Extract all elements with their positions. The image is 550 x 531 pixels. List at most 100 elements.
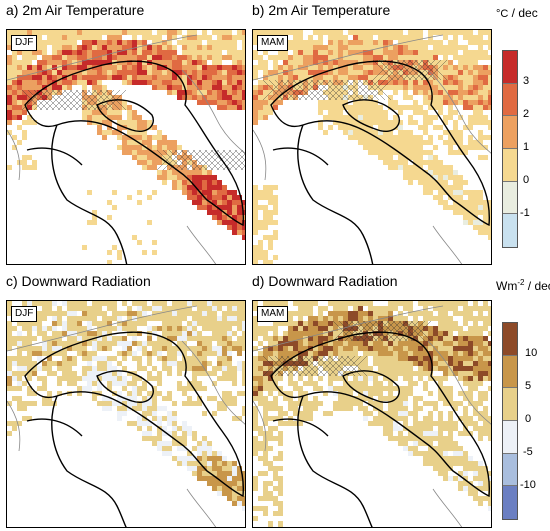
field-cell xyxy=(383,30,388,35)
hatch-line xyxy=(374,320,396,342)
field-cell xyxy=(42,351,47,356)
field-cell xyxy=(458,451,463,456)
field-cell xyxy=(137,421,142,426)
field-cell xyxy=(107,381,112,386)
field-cell xyxy=(87,356,92,361)
field-cell xyxy=(27,155,32,160)
hatch-line xyxy=(332,320,354,342)
field-cell xyxy=(192,316,197,321)
field-cell xyxy=(207,75,212,80)
field-cell xyxy=(167,150,172,155)
field-cell xyxy=(192,446,197,451)
field-cell xyxy=(187,35,192,40)
field-cell xyxy=(463,190,468,195)
field-cell xyxy=(483,40,488,45)
field-cell xyxy=(288,391,293,396)
field-cell xyxy=(273,466,278,471)
field-cell xyxy=(162,331,167,336)
field-cell xyxy=(453,456,458,461)
field-cell xyxy=(172,421,177,426)
field-cell xyxy=(268,110,273,115)
field-cell xyxy=(368,50,373,55)
field-cell xyxy=(87,75,92,80)
field-cell xyxy=(232,100,237,105)
field-cell xyxy=(232,70,237,75)
hatch-line xyxy=(316,355,338,377)
field-cell xyxy=(67,45,72,50)
field-cell xyxy=(453,321,458,326)
field-cell xyxy=(448,105,453,110)
field-cell xyxy=(388,45,393,50)
field-cell xyxy=(488,125,491,130)
field-cell xyxy=(112,35,117,40)
field-cell xyxy=(383,351,388,356)
field-cell xyxy=(403,361,408,366)
field-cell xyxy=(37,356,42,361)
field-cell xyxy=(17,80,22,85)
field-cell xyxy=(333,301,338,306)
field-cell xyxy=(403,135,408,140)
field-cell xyxy=(358,386,363,391)
field-cell xyxy=(87,376,92,381)
field-cell xyxy=(418,376,423,381)
field-cell xyxy=(398,341,403,346)
field-cell xyxy=(152,341,157,346)
hatch-line xyxy=(268,355,290,377)
hatch-line xyxy=(228,153,245,171)
field-cell xyxy=(273,205,278,210)
field-cell xyxy=(313,80,318,85)
field-cell xyxy=(137,416,142,421)
field-cell xyxy=(443,311,448,316)
field-cell xyxy=(72,45,77,50)
field-cell xyxy=(152,70,157,75)
field-cell xyxy=(157,55,162,60)
field-cell xyxy=(428,441,433,446)
field-cell xyxy=(147,50,152,55)
field-cell xyxy=(453,421,458,426)
field-cell xyxy=(453,446,458,451)
field-cell xyxy=(253,446,258,451)
field-cell xyxy=(333,326,338,331)
field-cell xyxy=(187,356,192,361)
field-cell xyxy=(152,190,157,195)
field-cell xyxy=(67,60,72,65)
hatch-line xyxy=(234,159,245,171)
field-cell xyxy=(343,65,348,70)
field-cell xyxy=(167,416,172,421)
field-cell xyxy=(488,376,491,381)
field-cell xyxy=(217,301,222,306)
field-cell xyxy=(418,80,423,85)
field-cell xyxy=(388,371,393,376)
field-cell xyxy=(82,75,87,80)
field-cell xyxy=(278,346,283,351)
field-cell xyxy=(12,65,17,70)
field-cell xyxy=(217,456,222,461)
field-cell xyxy=(468,391,473,396)
field-cell xyxy=(468,145,473,150)
field-cell xyxy=(408,150,413,155)
field-cell xyxy=(152,85,157,90)
field-cell xyxy=(107,95,112,100)
field-cell xyxy=(418,451,423,456)
field-cell xyxy=(22,401,27,406)
field-cell xyxy=(433,341,438,346)
field-cell xyxy=(197,386,202,391)
field-cell xyxy=(107,110,112,115)
field-cell xyxy=(172,30,177,35)
field-cell xyxy=(32,401,37,406)
field-cell xyxy=(478,30,483,35)
field-cell xyxy=(378,311,383,316)
field-cell xyxy=(132,386,137,391)
field-cell xyxy=(182,185,187,190)
field-cell xyxy=(473,476,478,481)
field-cell xyxy=(428,135,433,140)
field-cell xyxy=(187,95,192,100)
field-cell xyxy=(453,401,458,406)
field-cell xyxy=(413,451,418,456)
radiation-colorbar-tick: 10 xyxy=(525,347,538,359)
field-cell xyxy=(253,70,258,75)
field-cell xyxy=(418,346,423,351)
field-cell xyxy=(212,60,217,65)
field-cell xyxy=(463,451,468,456)
field-cell xyxy=(268,75,273,80)
